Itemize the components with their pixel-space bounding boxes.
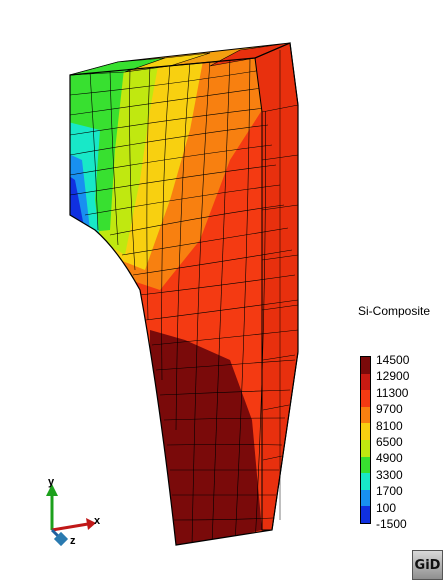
legend-color-segment <box>361 406 370 424</box>
legend-label: 3300 <box>376 467 403 482</box>
legend-color-bar <box>360 356 371 524</box>
legend-color-segment <box>361 456 370 474</box>
legend-label: 4900 <box>376 451 403 466</box>
legend-label: 14500 <box>376 353 410 367</box>
gid-logo[interactable]: GiD <box>412 550 443 580</box>
legend-label: -1500 <box>376 517 407 531</box>
legend-color-segment <box>361 489 370 507</box>
legend-color-segment <box>361 439 370 457</box>
legend-color-segment <box>361 357 370 374</box>
mesh-lines <box>70 58 298 545</box>
legend-label: 12900 <box>376 369 410 384</box>
legend-color-segment <box>361 506 370 523</box>
legend-label: 1700 <box>376 484 403 499</box>
legend-label: 9700 <box>376 402 403 417</box>
axis-z-label: z <box>70 535 76 547</box>
legend-color-segment <box>361 373 370 391</box>
axis-x-label: x <box>94 515 101 527</box>
axis-triad <box>46 484 96 547</box>
legend-label: 11300 <box>376 385 409 400</box>
legend-color-segment <box>361 390 370 407</box>
axis-y-label: y <box>48 476 55 488</box>
legend-label: 6500 <box>376 435 403 449</box>
legend-label: 8100 <box>376 418 403 433</box>
model-outline <box>69 42 299 546</box>
legend-color-segment <box>361 423 370 440</box>
legend-label: 100 <box>376 500 397 515</box>
legend-title: Si-Composite <box>358 304 431 318</box>
legend-color-segment <box>361 473 370 490</box>
